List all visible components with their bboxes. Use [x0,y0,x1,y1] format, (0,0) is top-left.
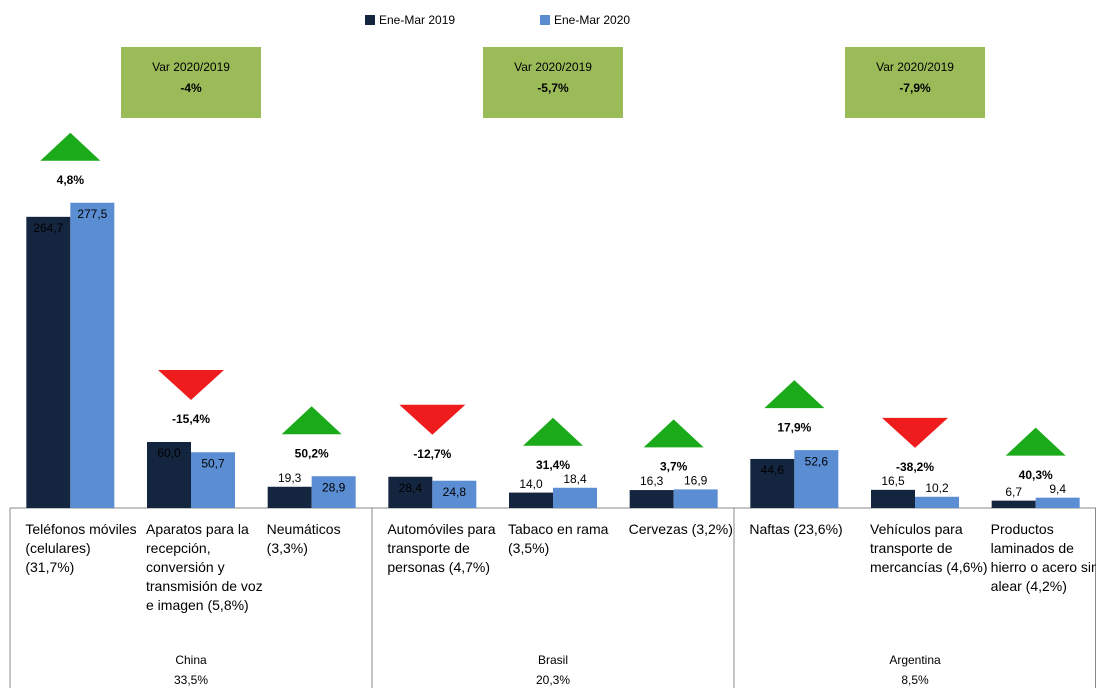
value-label: 28,4 [399,481,423,495]
change-label: 31,4% [536,458,570,472]
legend-label: Ene-Mar 2020 [554,13,630,27]
group-share: 8,5% [901,673,929,687]
change-label: 17,9% [777,420,811,434]
value-label: 14,0 [519,477,543,491]
var-value: -4% [180,81,202,95]
bar [191,452,235,508]
group-name: Argentina [889,653,941,667]
category-label: Automóviles para transporte de personas … [387,521,496,575]
value-label: 60,0 [157,446,181,460]
change-label: -15,4% [172,412,210,426]
category-label: Productos laminados de hierro o acero si… [990,521,1096,594]
down-arrow [158,370,224,400]
legend-swatch [540,15,550,25]
bar [509,492,553,508]
var-title: Var 2020/2019 [152,60,230,74]
var-box [121,47,261,118]
bar [1035,497,1080,508]
group-share: 20,3% [536,673,570,687]
category-label: Neumáticos (3,3%) [266,521,341,556]
value-label: 6,7 [1005,485,1022,499]
up-arrow [1005,427,1066,456]
var-title: Var 2020/2019 [876,60,954,74]
value-label: 16,3 [640,474,664,488]
bar [991,500,1036,508]
value-label: 16,5 [881,474,905,488]
value-label: 24,8 [443,485,467,499]
bar [388,476,433,508]
category-label: Teléfonos móviles (celulares) (31,7%) [25,521,137,575]
value-label: 18,4 [563,472,587,486]
bar [629,490,674,508]
bar [432,480,477,508]
up-arrow [40,132,101,161]
bar [673,489,718,508]
category-label: Cervezas (3,2%) [628,521,733,537]
change-label: -38,2% [896,460,934,474]
legend-label: Ene-Mar 2019 [379,13,455,27]
change-label: -12,7% [413,447,451,461]
var-title: Var 2020/2019 [514,60,592,74]
bar [26,216,71,508]
down-arrow [399,404,466,435]
category-label: Aparatos para la recepción, conversión y… [146,521,263,613]
bar [70,202,115,508]
value-label: 19,3 [278,471,302,485]
var-box [483,47,623,118]
change-label: 4,8% [57,173,85,187]
value-label: 52,6 [805,454,829,468]
value-label: 50,7 [201,456,225,470]
up-arrow [523,417,583,446]
value-label: 264,7 [33,221,63,235]
bar [267,486,312,508]
value-label: 28,9 [322,480,346,494]
value-label: 9,4 [1049,482,1066,496]
group-name: China [175,653,207,667]
legend-swatch [365,15,375,25]
group-name: Brasil [538,653,568,667]
var-value: -7,9% [899,81,931,95]
value-label: 16,9 [684,474,708,488]
bar [794,450,839,508]
group-share: 33,5% [174,673,208,687]
up-arrow [764,380,825,409]
bar [915,496,959,508]
bar [871,489,915,508]
value-label: 10,2 [925,481,949,495]
bar [147,442,191,508]
value-label: 44,6 [761,463,785,477]
change-label: 3,7% [660,460,688,474]
up-arrow [281,406,342,435]
down-arrow [882,417,948,448]
up-arrow [643,419,704,448]
category-label: Naftas (23,6%) [749,521,843,537]
bar [750,458,795,508]
var-box [845,47,985,118]
change-label: 40,3% [1019,468,1053,482]
category-label: Vehículos para transporte de mercancías … [870,521,988,575]
change-label: 50,2% [295,446,329,460]
category-label: Tabaco en rama (3,5%) [508,521,609,556]
value-label: 277,5 [77,207,107,221]
var-value: -5,7% [537,81,569,95]
bar [553,487,597,508]
bar [311,476,356,508]
